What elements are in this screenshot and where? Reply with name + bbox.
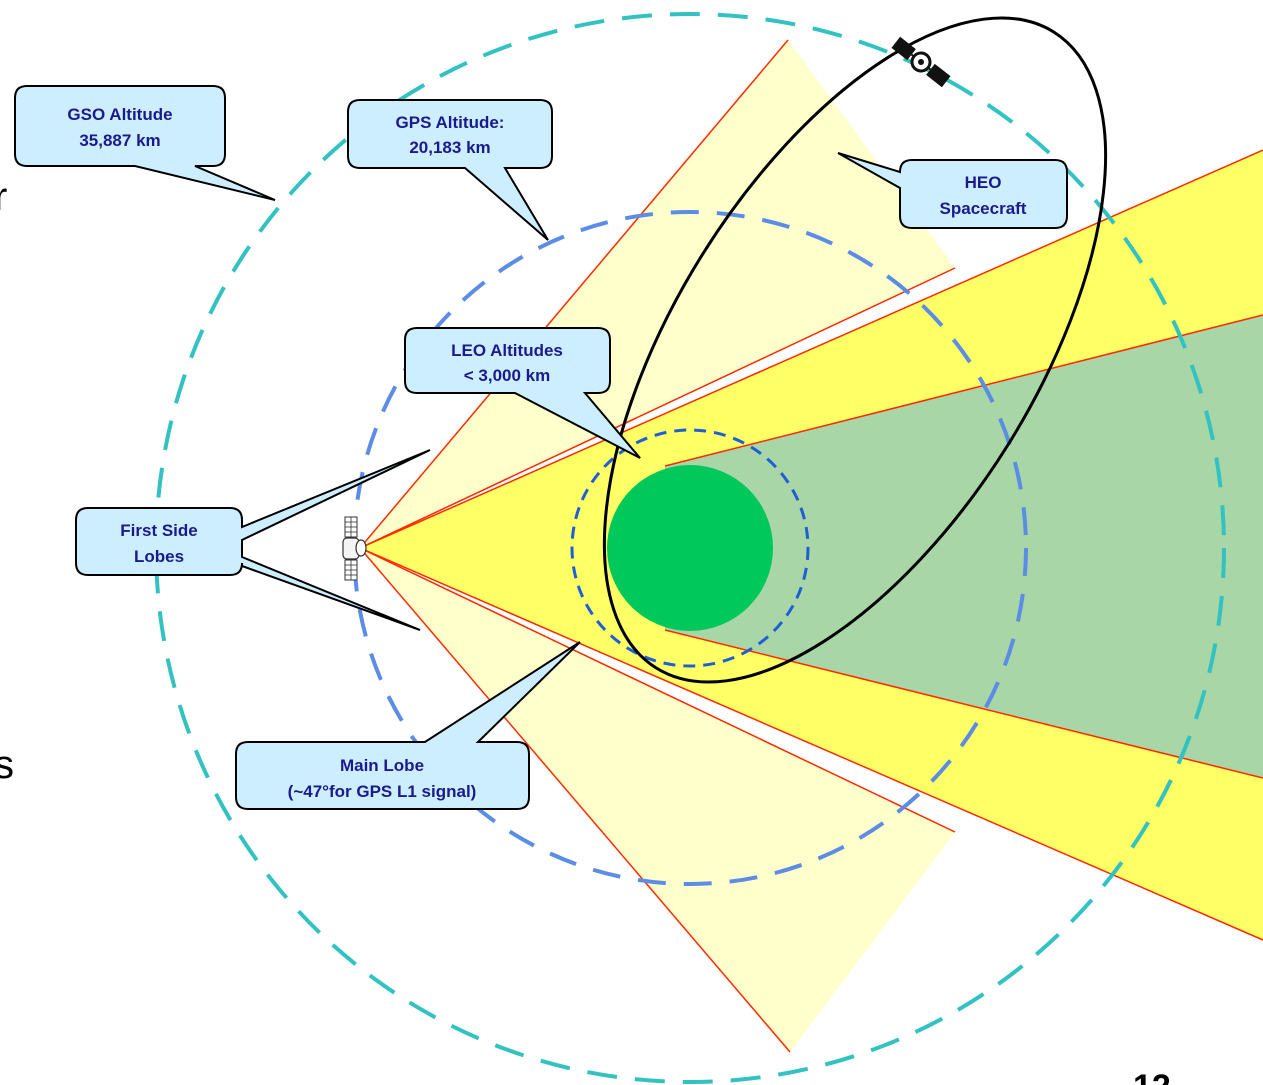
cropped-edge-text-bottom: s bbox=[0, 743, 14, 787]
heo-orbit bbox=[602, 16, 1108, 684]
main-lobe-callout: Main Lobe (~47°for GPS L1 signal) bbox=[235, 641, 581, 810]
heo-line1: HEO bbox=[965, 173, 1002, 192]
leo-altitudes-callout: LEO Altitudes < 3,000 km bbox=[404, 327, 641, 459]
side-lobes-line1: First Side bbox=[120, 521, 197, 540]
heo-line2: Spacecraft bbox=[940, 199, 1027, 218]
heo-spacecraft-callout: HEO Spacecraft bbox=[837, 152, 1068, 229]
gps-orbit-ring bbox=[352, 210, 1028, 886]
cropped-edge-text-top: r bbox=[0, 175, 7, 219]
page-number: 12 bbox=[1133, 1068, 1171, 1085]
earth-shadow bbox=[665, 315, 1263, 778]
gso-altitude-callout: GSO Altitude 35,887 km bbox=[14, 85, 276, 201]
gps-altitude-callout: GPS Altitude: 20,183 km bbox=[347, 99, 553, 241]
heo-satellite-icon bbox=[891, 36, 951, 88]
gso-altitude-line1: GSO Altitude bbox=[67, 105, 172, 124]
shadow-upper-edge bbox=[664, 314, 1263, 467]
side-lobe-upper-outer-edge bbox=[359, 39, 789, 549]
side-lobe-lower-outer-edge bbox=[359, 547, 791, 1053]
gps-altitude-line1: GPS Altitude: bbox=[396, 113, 505, 132]
side-lobe-lower-inner-edge bbox=[359, 547, 956, 833]
leo-line1: LEO Altitudes bbox=[451, 341, 563, 360]
gps-satellite-icon bbox=[342, 516, 367, 581]
main-lobe-line1: Main Lobe bbox=[340, 756, 424, 775]
first-side-lobes-callout: First Side Lobes bbox=[75, 449, 431, 631]
lower-side-lobe bbox=[360, 548, 955, 1052]
gps-altitude-line2: 20,183 km bbox=[409, 138, 490, 157]
gso-orbit-ring bbox=[154, 12, 1226, 1084]
leo-orbit-ring bbox=[570, 428, 810, 668]
main-lobe-upper-edge bbox=[359, 149, 1263, 549]
main-lobe-line2: (~47°for GPS L1 signal) bbox=[288, 782, 477, 801]
shadow-lower-edge bbox=[664, 629, 1263, 779]
upper-side-lobe bbox=[360, 40, 955, 548]
earth bbox=[607, 465, 773, 631]
side-lobe-upper-inner-edge bbox=[359, 267, 956, 549]
gso-altitude-line2: 35,887 km bbox=[79, 131, 160, 150]
side-lobes-line2: Lobes bbox=[134, 547, 184, 566]
leo-line2: < 3,000 km bbox=[464, 366, 551, 385]
